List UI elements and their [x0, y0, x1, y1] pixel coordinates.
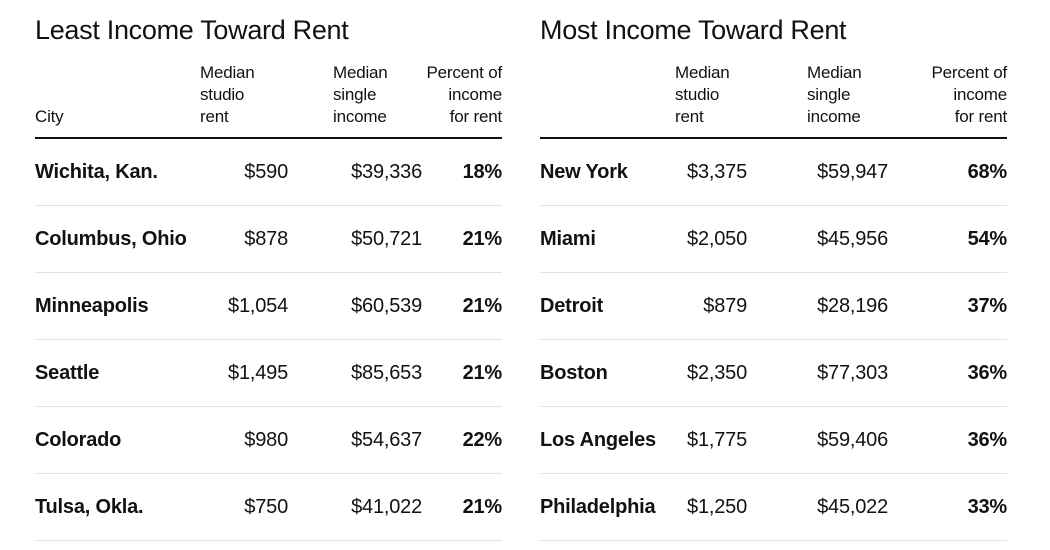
table-row: Columbus, Ohio $878 $50,721 21% [35, 205, 502, 273]
percent-cell: 22% [422, 406, 502, 474]
city-cell: Los Angeles [540, 406, 675, 474]
table-row: Wichita, Kan. $590 $39,336 18% [35, 138, 502, 206]
income-cell: $45,022 [747, 473, 888, 541]
income-cell: $54,637 [288, 406, 422, 474]
rent-cell: $2,050 [675, 205, 747, 273]
income-cell: $28,196 [747, 272, 888, 340]
rent-cell: $1,495 [200, 339, 288, 407]
percent-cell: 36% [888, 406, 1007, 474]
income-cell: $41,022 [288, 473, 422, 541]
rent-cell: $1,054 [200, 272, 288, 340]
table-row: Los Angeles $1,775 $59,406 36% [540, 406, 1007, 474]
table-row: Detroit $879 $28,196 37% [540, 272, 1007, 340]
city-cell: Minneapolis [35, 272, 200, 340]
city-cell: Wichita, Kan. [35, 138, 200, 206]
table-row: Minneapolis $1,054 $60,539 21% [35, 272, 502, 340]
table-row: Philadelphia $1,250 $45,022 33% [540, 473, 1007, 541]
col-header-rent: Median studio rent [200, 46, 288, 139]
income-cell: $50,721 [288, 205, 422, 273]
income-cell: $59,406 [747, 406, 888, 474]
header-row: City Median studio rent Median single in… [35, 46, 502, 139]
rent-cell: $3,375 [675, 138, 747, 206]
income-cell: $45,956 [747, 205, 888, 273]
table-row: Colorado $980 $54,637 22% [35, 406, 502, 474]
income-cell: $39,336 [288, 138, 422, 206]
rent-cell: $879 [675, 272, 747, 340]
col-header-percent: Percent of income for rent [422, 46, 502, 139]
percent-cell: 21% [422, 272, 502, 340]
col-header-percent: Percent of income for rent [888, 46, 1007, 139]
income-cell: $77,303 [747, 339, 888, 407]
percent-cell: 54% [888, 205, 1007, 273]
percent-cell: 36% [888, 339, 1007, 407]
city-cell: New York [540, 138, 675, 206]
least-income-table: City Median studio rent Median single in… [35, 46, 502, 541]
col-header-income: Median single income [288, 46, 422, 139]
most-income-section: Most Income Toward Rent Median studio re… [540, 14, 1007, 541]
rent-cell: $878 [200, 205, 288, 273]
percent-cell: 21% [422, 339, 502, 407]
percent-cell: 33% [888, 473, 1007, 541]
table-title-least: Least Income Toward Rent [35, 15, 349, 45]
city-cell: Boston [540, 339, 675, 407]
percent-cell: 37% [888, 272, 1007, 340]
table-row: New York $3,375 $59,947 68% [540, 138, 1007, 206]
income-cell: $60,539 [288, 272, 422, 340]
city-cell: Philadelphia [540, 473, 675, 541]
col-header-income: Median single income [747, 46, 888, 139]
rent-cell: $590 [200, 138, 288, 206]
header-row: Median studio rent Median single income … [540, 46, 1007, 139]
table-title-most: Most Income Toward Rent [540, 15, 847, 45]
percent-cell: 68% [888, 138, 1007, 206]
col-header-city: City [35, 46, 200, 139]
rent-cell: $980 [200, 406, 288, 474]
percent-cell: 18% [422, 138, 502, 206]
rent-cell: $1,250 [675, 473, 747, 541]
city-cell: Columbus, Ohio [35, 205, 200, 273]
city-cell: Seattle [35, 339, 200, 407]
col-header-city [540, 46, 675, 139]
income-cell: $59,947 [747, 138, 888, 206]
most-income-table: Median studio rent Median single income … [540, 46, 1007, 541]
rent-cell: $1,775 [675, 406, 747, 474]
table-row: Miami $2,050 $45,956 54% [540, 205, 1007, 273]
city-cell: Detroit [540, 272, 675, 340]
col-header-rent: Median studio rent [675, 46, 747, 139]
percent-cell: 21% [422, 205, 502, 273]
city-cell: Tulsa, Okla. [35, 473, 200, 541]
table-row: Boston $2,350 $77,303 36% [540, 339, 1007, 407]
city-cell: Miami [540, 205, 675, 273]
least-income-section: Least Income Toward Rent City Median stu… [35, 14, 502, 541]
rent-cell: $750 [200, 473, 288, 541]
table-row: Tulsa, Okla. $750 $41,022 21% [35, 473, 502, 541]
city-cell: Colorado [35, 406, 200, 474]
table-row: Seattle $1,495 $85,653 21% [35, 339, 502, 407]
income-cell: $85,653 [288, 339, 422, 407]
rent-cell: $2,350 [675, 339, 747, 407]
percent-cell: 21% [422, 473, 502, 541]
